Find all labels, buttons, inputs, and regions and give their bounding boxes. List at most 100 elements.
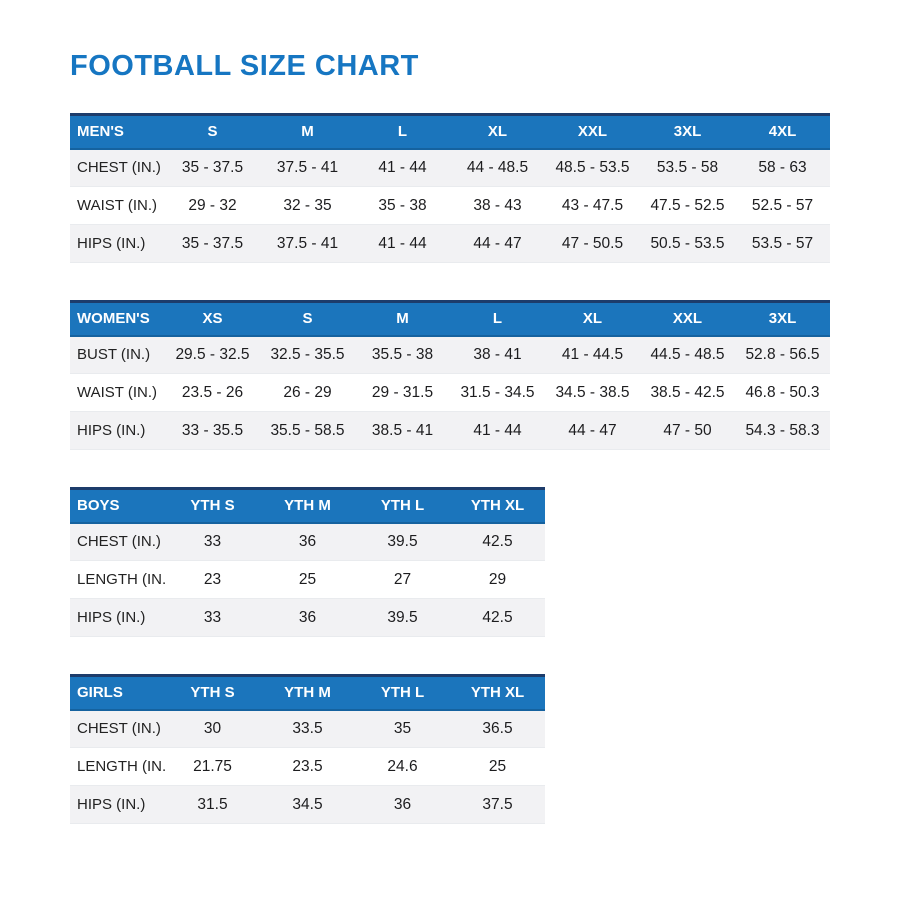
size-value: 29.5 - 32.5 (165, 335, 260, 374)
table-title-cell: GIRLS (70, 675, 165, 711)
size-value: 53.5 - 58 (640, 148, 735, 187)
size-column-header: XS (165, 301, 260, 337)
size-column-header: 3XL (640, 114, 735, 150)
size-column-header: XL (545, 301, 640, 337)
size-value: 39.5 (355, 598, 450, 637)
size-column-header: YTH L (355, 675, 450, 711)
table-row: HIPS (IN.) 33 - 35.5 35.5 - 58.5 38.5 - 41 4… (70, 411, 830, 450)
size-column-header: L (450, 301, 545, 337)
table-row: CHEST (IN.) 35 - 37.5 37.5 - 41 41 - 44 44 -… (70, 148, 830, 187)
size-value: 37.5 - 41 (260, 148, 355, 187)
size-column-header: YTH L (355, 488, 450, 524)
measurement-label: WAIST (IN.) (70, 373, 165, 412)
size-value: 23.5 - 26 (165, 373, 260, 412)
table-row: WAIST (IN.) 29 - 32 32 - 35 35 - 38 38 - 43 4… (70, 186, 830, 225)
measurement-label: WAIST (IN.) (70, 186, 165, 225)
size-value: 35.5 - 58.5 (260, 411, 355, 450)
size-value: 41 - 44 (355, 224, 450, 263)
size-value: 36 (260, 522, 355, 561)
mens-size-table: MEN'S S M L XL XXL 3XL 4XL CHEST (IN.) 35 - 37.5 3… (70, 113, 830, 263)
table-row: HIPS (IN.) 31.5 34.5 36 37.5 (70, 785, 545, 824)
size-value: 44.5 - 48.5 (640, 335, 735, 374)
size-value: 38 - 43 (450, 186, 545, 225)
size-value: 31.5 - 34.5 (450, 373, 545, 412)
size-value: 38.5 - 41 (355, 411, 450, 450)
measurement-label: CHEST (IN.) (70, 148, 165, 187)
size-value: 38 - 41 (450, 335, 545, 374)
size-value: 34.5 (260, 785, 355, 824)
size-value: 53.5 - 57 (735, 224, 830, 263)
size-value: 36 (355, 785, 450, 824)
size-value: 47.5 - 52.5 (640, 186, 735, 225)
size-value: 35 (355, 709, 450, 748)
size-value: 25 (260, 560, 355, 599)
size-column-header: M (355, 301, 450, 337)
table-title-cell: BOYS (70, 488, 165, 524)
page-title: FOOTBALL SIZE CHART (70, 50, 419, 82)
table-row: LENGTH (IN.) 23 25 27 29 (70, 560, 545, 599)
size-value: 33.5 (260, 709, 355, 748)
measurement-label: HIPS (IN.) (70, 785, 165, 824)
table-row: HIPS (IN.) 33 36 39.5 42.5 (70, 598, 545, 637)
size-column-header: YTH S (165, 675, 260, 711)
size-value: 42.5 (450, 598, 545, 637)
size-value: 27 (355, 560, 450, 599)
size-value: 43 - 47.5 (545, 186, 640, 225)
size-value: 41 - 44.5 (545, 335, 640, 374)
size-column-header: YTH XL (450, 488, 545, 524)
measurement-label: CHEST (IN.) (70, 522, 165, 561)
size-value: 23.5 (260, 747, 355, 786)
size-value: 21.75 (165, 747, 260, 786)
table-title-cell: WOMEN'S (70, 301, 165, 337)
size-value: 37.5 - 41 (260, 224, 355, 263)
header-row: GIRLS YTH S YTH M YTH L YTH XL (70, 675, 545, 711)
size-value: 41 - 44 (355, 148, 450, 187)
size-column-header: YTH S (165, 488, 260, 524)
table-title-cell: MEN'S (70, 114, 165, 150)
size-value: 29 - 31.5 (355, 373, 450, 412)
size-value: 29 - 32 (165, 186, 260, 225)
size-column-header: 3XL (735, 301, 830, 337)
size-value: 24.6 (355, 747, 450, 786)
size-value: 33 - 35.5 (165, 411, 260, 450)
size-value: 48.5 - 53.5 (545, 148, 640, 187)
header-row: BOYS YTH S YTH M YTH L YTH XL (70, 488, 545, 524)
size-column-header: XXL (640, 301, 735, 337)
size-value: 32.5 - 35.5 (260, 335, 355, 374)
size-value: 26 - 29 (260, 373, 355, 412)
measurement-label: LENGTH (IN.) (70, 560, 165, 599)
table-row: CHEST (IN.) 30 33.5 35 36.5 (70, 709, 545, 748)
size-column-header: YTH XL (450, 675, 545, 711)
size-value: 37.5 (450, 785, 545, 824)
size-column-header: L (355, 114, 450, 150)
size-value: 32 - 35 (260, 186, 355, 225)
table-row: LENGTH (IN.) 21.75 23.5 24.6 25 (70, 747, 545, 786)
size-value: 42.5 (450, 522, 545, 561)
measurement-label: HIPS (IN.) (70, 411, 165, 450)
size-value: 35 - 38 (355, 186, 450, 225)
size-value: 52.8 - 56.5 (735, 335, 830, 374)
size-value: 50.5 - 53.5 (640, 224, 735, 263)
size-value: 54.3 - 58.3 (735, 411, 830, 450)
size-column-header: XXL (545, 114, 640, 150)
size-value: 52.5 - 57 (735, 186, 830, 225)
size-value: 25 (450, 747, 545, 786)
size-column-header: S (260, 301, 355, 337)
size-value: 44 - 47 (450, 224, 545, 263)
size-column-header: YTH M (260, 675, 355, 711)
size-value: 29 (450, 560, 545, 599)
size-value: 58 - 63 (735, 148, 830, 187)
size-value: 35 - 37.5 (165, 224, 260, 263)
measurement-label: BUST (IN.) (70, 335, 165, 374)
size-value: 33 (165, 598, 260, 637)
size-value: 34.5 - 38.5 (545, 373, 640, 412)
size-value: 23 (165, 560, 260, 599)
girls-size-table: GIRLS YTH S YTH M YTH L YTH XL CHEST (IN.) 30 3… (70, 674, 545, 824)
header-row: MEN'S S M L XL XXL 3XL 4XL (70, 114, 830, 150)
measurement-label: CHEST (IN.) (70, 709, 165, 748)
size-value: 47 - 50 (640, 411, 735, 450)
womens-size-table: WOMEN'S XS S M L XL XXL 3XL BUST (IN.) 29.5 - 32.… (70, 300, 830, 450)
header-row: WOMEN'S XS S M L XL XXL 3XL (70, 301, 830, 337)
table-row: BUST (IN.) 29.5 - 32.5 32.5 - 35.5 35.5 - 3… (70, 335, 830, 374)
